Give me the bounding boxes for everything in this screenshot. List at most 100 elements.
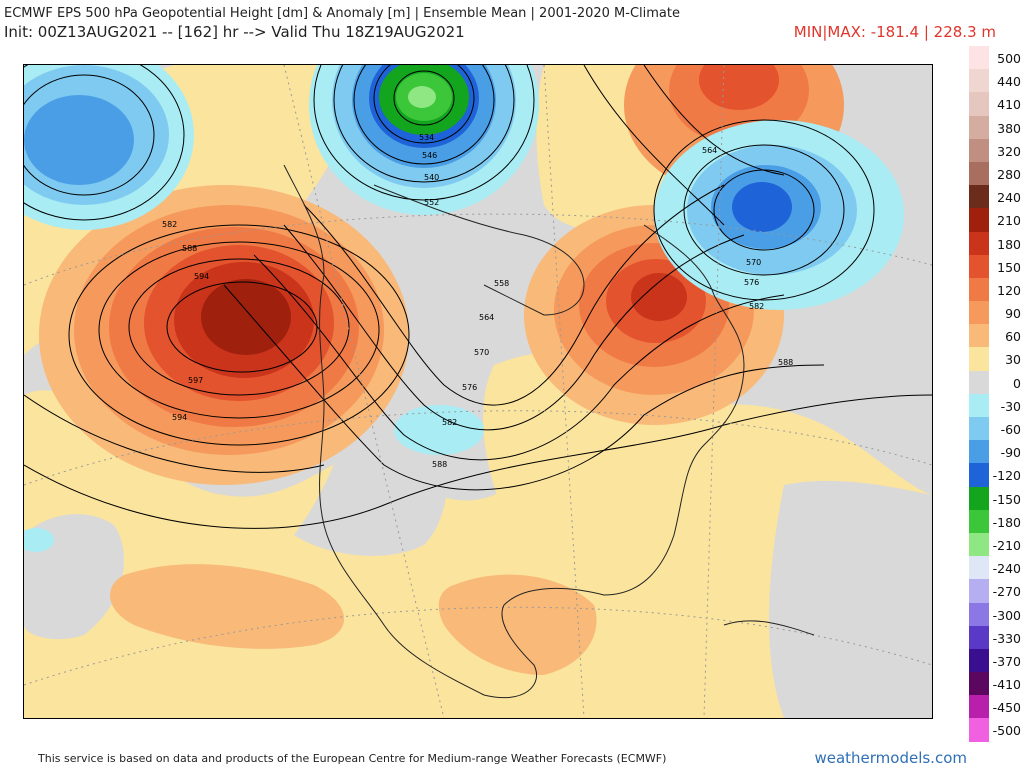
init-valid-line: Init: 00Z13AUG2021 -- [162] hr --> Valid…: [4, 23, 465, 41]
colorbar-entry: -30: [969, 393, 1021, 417]
colorbar-entry: -180: [969, 509, 1021, 533]
colorbar-entry: -270: [969, 579, 1021, 603]
minmax-readout: MIN|MAX: -181.4 | 228.3 m: [793, 23, 996, 41]
colorbar-entry: 120: [969, 277, 1021, 302]
colorbar-swatch: [969, 579, 989, 603]
colorbar-entry: -300: [969, 602, 1021, 626]
arctic-low: [309, 65, 539, 215]
colorbar-label: 120: [997, 282, 1021, 298]
colorbar-swatch: [969, 301, 989, 325]
coastlines: [283, 164, 815, 699]
contour-label: 570: [746, 258, 761, 267]
colorbar-label: 150: [997, 259, 1021, 275]
colorbar-entry: 150: [969, 254, 1021, 278]
colorbar-label: -410: [992, 677, 1021, 693]
contour-label: 576: [462, 383, 477, 392]
contour-label-layer: 582 588 594 597 594 546 540 534 552 558 …: [162, 133, 793, 469]
colorbar-label: -240: [992, 561, 1021, 577]
colorbar-label: 210: [997, 213, 1021, 229]
brand-link[interactable]: weathermodels.com: [814, 749, 967, 767]
colorbar-swatch: [969, 463, 989, 487]
colorbar-entry: -210: [969, 532, 1021, 557]
colorbar-label: -210: [992, 537, 1021, 553]
colorbar-swatch: [969, 672, 989, 696]
colorbar-label: 30: [1005, 352, 1021, 368]
colorbar-label: 60: [1005, 329, 1021, 345]
colorbar-label: -500: [992, 723, 1021, 739]
colorbar-swatch: [969, 46, 989, 70]
colorbar-entry: 380: [969, 115, 1021, 139]
colorbar-label: -120: [992, 468, 1021, 484]
pacific-negative-anomaly: [24, 528, 54, 552]
contour-label: 534: [419, 133, 434, 142]
contour-label: 570: [474, 348, 489, 357]
colorbar-swatch: [969, 208, 989, 232]
pacific-low: [24, 65, 194, 230]
contour-label: 564: [702, 146, 717, 155]
colorbar-swatch: [969, 324, 989, 348]
colorbar-label: 180: [997, 236, 1021, 252]
colorbar-label: 0: [1013, 375, 1021, 391]
anomaly-map: 582 588 594 597 594 546 540 534 552 558 …: [23, 64, 933, 719]
colorbar-entry: -410: [969, 672, 1021, 696]
colorbar-entry: -330: [969, 625, 1021, 649]
colorbar-entry: 30: [969, 347, 1021, 371]
colorbar-swatch: [969, 718, 989, 742]
contour-label: 588: [432, 460, 447, 469]
colorbar-swatch: [969, 277, 989, 302]
contour-label: 588: [182, 244, 197, 253]
colorbar-label: -30: [1000, 398, 1021, 414]
colorbar-label: -150: [992, 491, 1021, 507]
colorbar-label: 500: [997, 51, 1021, 66]
contour-label: 558: [494, 279, 509, 288]
atlantic-low: [654, 120, 904, 310]
colorbar-entry: 320: [969, 138, 1021, 162]
colorbar-swatch: [969, 532, 989, 557]
colorbar-swatch: [969, 393, 989, 417]
colorbar-swatch: [969, 370, 989, 394]
colorbar-entry: 280: [969, 161, 1021, 186]
contour-label: 582: [442, 418, 457, 427]
colorbar-label: 90: [1005, 306, 1021, 322]
contour-label: 594: [194, 272, 209, 281]
colorbar-entry: -240: [969, 556, 1021, 580]
colorbar-swatch: [969, 695, 989, 719]
graticule: [24, 65, 932, 718]
contour-label: 594: [172, 413, 187, 422]
colorbar-label: 380: [997, 120, 1021, 136]
colorbar-label: -180: [992, 514, 1021, 530]
contour-label: 597: [188, 376, 203, 385]
height-contours: [24, 65, 932, 529]
colorbar-entry: -500: [969, 718, 1021, 742]
anomaly-0-atlantic: [769, 480, 932, 718]
colorbar-entry: -370: [969, 648, 1021, 673]
colorbar-swatch: [969, 347, 989, 371]
colorbar-swatch: [969, 254, 989, 278]
colorbar-label: -300: [992, 607, 1021, 623]
colorbar-entry: -60: [969, 417, 1021, 441]
anomaly-60-gulf: [438, 574, 597, 675]
colorbar-entry: 410: [969, 92, 1021, 116]
colorbar-swatch: [969, 92, 989, 116]
contour-label: 582: [162, 220, 177, 229]
colorbar-label: 240: [997, 190, 1021, 206]
colorbar-swatch: [969, 138, 989, 162]
colorbar-label: -60: [1000, 422, 1021, 437]
colorbar-legend: 500 440 410 380 320 280 240 210 180 150 120 90 60 30 0…: [969, 46, 1021, 742]
colorbar-swatch: [969, 185, 989, 209]
contour-label: 582: [749, 302, 764, 311]
anomaly-60-southwest: [110, 564, 344, 649]
colorbar-entry: -90: [969, 440, 1021, 464]
colorbar-entry: 210: [969, 208, 1021, 232]
colorbar-swatch: [969, 648, 989, 673]
contour-label: 564: [479, 313, 494, 322]
colorbar-entry: 0: [969, 370, 1021, 394]
plains-negative-anomaly: [394, 405, 484, 455]
colorbar-entry: 240: [969, 185, 1021, 209]
colorbar-swatch: [969, 69, 989, 93]
colorbar-entry: 180: [969, 231, 1021, 255]
colorbar-swatch: [969, 602, 989, 626]
colorbar-swatch: [969, 161, 989, 186]
colorbar-label: -450: [992, 700, 1021, 716]
contour-label: 588: [778, 358, 793, 367]
